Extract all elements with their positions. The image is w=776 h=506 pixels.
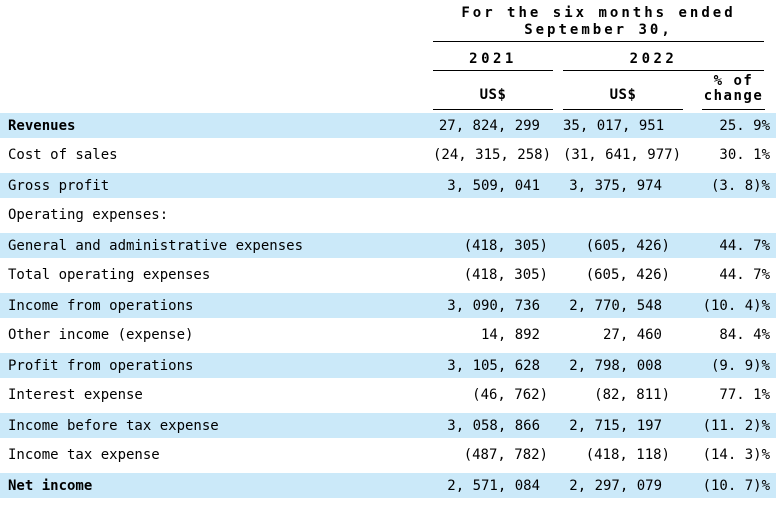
table-row: Income tax expense (487, 782) (418, 118) (1… — [0, 440, 776, 470]
value-pct-change: 84. 4% — [719, 327, 770, 343]
table-row: Revenues 27, 824, 299 35, 017, 951 25. 9% — [0, 110, 776, 140]
value-us-2022: (418, 118) — [585, 447, 670, 463]
row-label: Gross profit — [8, 177, 110, 194]
table-row: Interest expense (46, 762) (82, 811) 77. 1% — [0, 380, 776, 410]
value-us-2022: 2, 770, 548 — [569, 297, 662, 314]
period-title-line1: For the six months ended — [461, 5, 736, 21]
value-us-2021: (487, 782) — [463, 447, 548, 463]
value-pct-change: (3. 8)% — [710, 177, 770, 194]
header-units-row: US$ US$ % of change — [0, 71, 776, 110]
pct-change-header-line2: change — [703, 88, 764, 104]
table-row: Gross profit 3, 509, 041 3, 375, 974 (3. 8)… — [0, 170, 776, 200]
value-us-2022: (605, 426) — [585, 237, 670, 254]
table-row: Other income (expense) 14, 892 27, 460 84. … — [0, 320, 776, 350]
table-row: Operating expenses: — [0, 200, 776, 230]
table-header: For the six months ended September 30, 2… — [0, 0, 776, 110]
table-row: Cost of sales (24, 315, 258) (31, 641, 977… — [0, 140, 776, 170]
value-us-2022: 2, 297, 079 — [569, 477, 662, 494]
row-label: Income before tax expense — [8, 417, 219, 434]
value-us-2022: 27, 460 — [602, 327, 662, 343]
pct-change-header-line1: % of — [713, 73, 754, 89]
year-column-2021: 2021 — [433, 42, 553, 71]
value-us-2021: 3, 509, 041 — [447, 177, 540, 194]
row-label: Operating expenses: — [8, 207, 169, 223]
value-pct-change: (9. 9)% — [710, 357, 770, 374]
value-pct-change: 77. 1% — [719, 387, 770, 403]
value-pct-change: 30. 1% — [719, 147, 770, 163]
value-pct-change: 44. 7% — [719, 237, 770, 254]
table-row: Income from operations 3, 090, 736 2, 770,… — [0, 290, 776, 320]
row-label: Income tax expense — [8, 447, 160, 463]
row-label: Other income (expense) — [8, 327, 194, 343]
value-us-2021: (418, 305) — [463, 267, 548, 283]
currency-header-2021: US$ — [433, 71, 553, 110]
value-us-2022: 2, 715, 197 — [569, 417, 662, 434]
value-us-2022: 2, 798, 008 — [569, 357, 662, 374]
value-us-2022: 35, 017, 951 — [563, 117, 665, 134]
value-us-2021: (24, 315, 258) — [433, 147, 552, 163]
row-label: Cost of sales — [8, 147, 118, 163]
value-us-2021: (418, 305) — [463, 237, 548, 254]
period-title: For the six months ended September 30, — [433, 0, 764, 42]
value-us-2021: 3, 058, 866 — [447, 417, 540, 434]
table-row: Net income 2, 571, 084 2, 297, 079 (10. 7)% — [0, 470, 776, 500]
pct-change-header: % of change — [702, 71, 765, 110]
row-label: Total operating expenses — [8, 267, 211, 283]
table-body: Revenues 27, 824, 299 35, 017, 951 25. 9% Co… — [0, 110, 776, 500]
currency-header-2022: US$ — [563, 71, 683, 110]
value-pct-change: (14. 3)% — [702, 447, 770, 463]
value-pct-change: (10. 4)% — [702, 297, 770, 314]
value-us-2021: 27, 824, 299 — [438, 117, 540, 134]
row-label: Profit from operations — [8, 357, 194, 374]
value-pct-change: 25. 9% — [719, 117, 770, 134]
value-pct-change: 44. 7% — [719, 267, 770, 283]
value-us-2021: 3, 090, 736 — [447, 297, 540, 314]
row-label: Net income — [8, 477, 93, 494]
table-row: Total operating expenses (418, 305) (605, … — [0, 260, 776, 290]
header-year-row: 2021 2022 — [0, 42, 776, 71]
value-us-2021: 3, 105, 628 — [447, 357, 540, 374]
value-pct-change: (10. 7)% — [702, 477, 770, 494]
row-label: Interest expense — [8, 387, 143, 403]
year-column-2022: 2022 — [563, 42, 764, 71]
row-label: General and administrative expenses — [8, 237, 304, 254]
table-row: Profit from operations 3, 105, 628 2, 798,… — [0, 350, 776, 380]
value-us-2022: (31, 641, 977) — [563, 147, 682, 163]
value-us-2022: (82, 811) — [594, 387, 670, 403]
value-us-2021: (46, 762) — [472, 387, 548, 403]
value-us-2021: 14, 892 — [480, 327, 540, 343]
table-row: General and administrative expenses (418,… — [0, 230, 776, 260]
period-title-line2: September 30, — [524, 22, 673, 38]
table-row: Income before tax expense 3, 058, 866 2, 7… — [0, 410, 776, 440]
value-us-2022: 3, 375, 974 — [569, 177, 662, 194]
row-label: Revenues — [8, 117, 76, 134]
value-us-2022: (605, 426) — [585, 267, 670, 283]
value-us-2021: 2, 571, 084 — [447, 477, 540, 494]
header-title-row: For the six months ended September 30, — [0, 0, 776, 42]
value-pct-change: (11. 2)% — [702, 417, 770, 434]
row-label: Income from operations — [8, 297, 194, 314]
